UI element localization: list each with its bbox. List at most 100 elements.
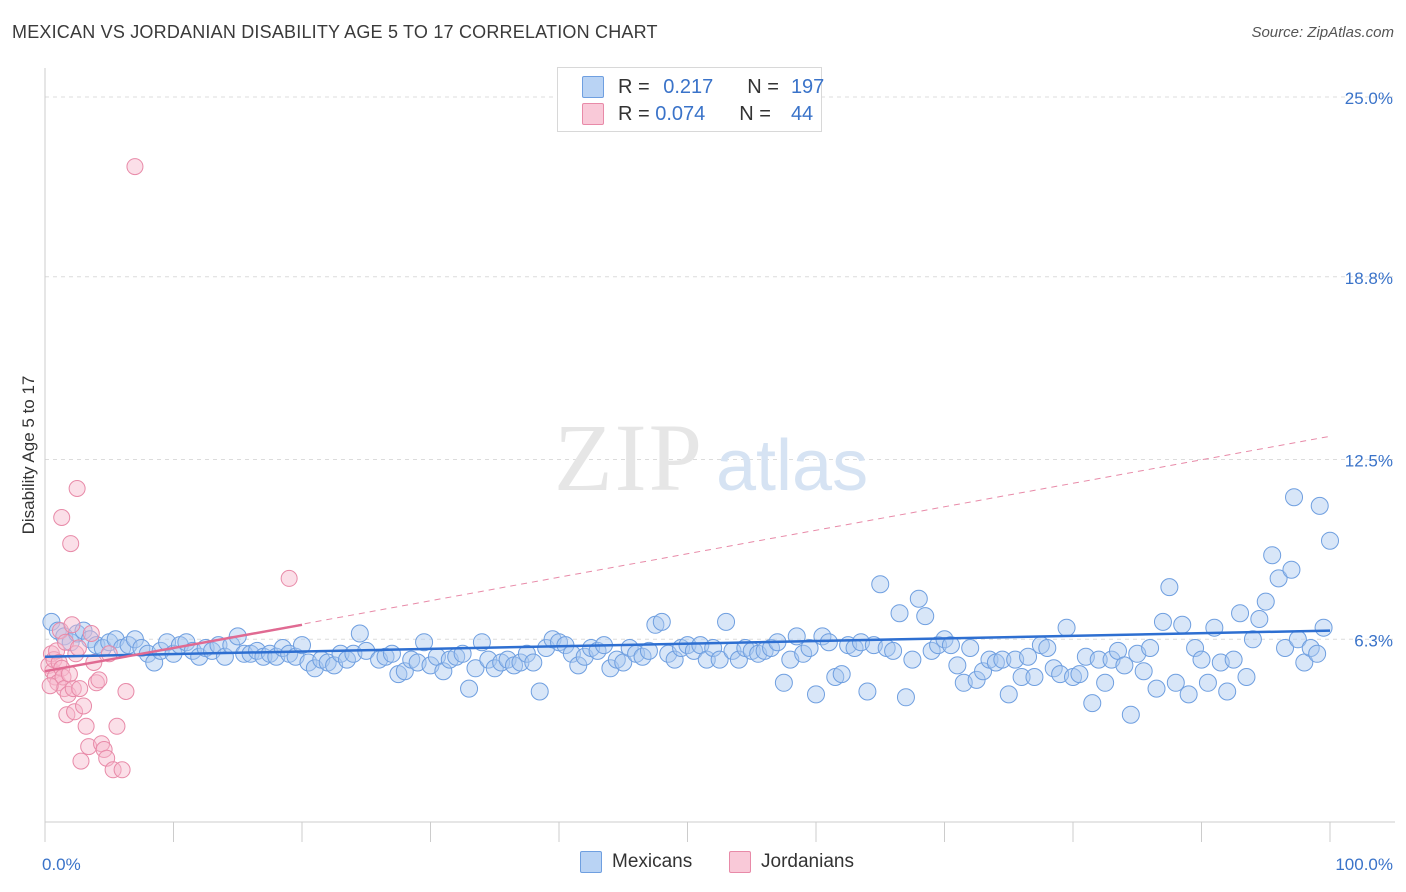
mexicans-point — [903, 650, 922, 669]
mexicans-point — [774, 673, 793, 692]
jordanians-point — [63, 616, 81, 634]
mexicans-point — [1141, 639, 1160, 657]
legend-row-jordanians: R = 0.074 N = 44 — [582, 101, 813, 127]
mexicans-point — [1096, 673, 1115, 692]
mexicans-point — [466, 659, 485, 678]
legend-n-value: 197 — [790, 75, 825, 98]
mexicans-point — [717, 612, 736, 631]
mexicans-point — [639, 641, 658, 660]
mexicans-point — [472, 633, 491, 652]
mexicans-point — [1147, 679, 1166, 698]
mexicans-point — [1224, 650, 1243, 669]
mexicans-point — [1134, 662, 1153, 681]
mexicans-point — [382, 644, 401, 663]
y-tick-label: 6.3% — [1354, 631, 1393, 650]
jordanians-point — [104, 761, 122, 779]
jordanians-point — [41, 677, 59, 695]
mexicans-point — [1166, 673, 1185, 692]
jordanians-point — [280, 569, 298, 587]
chart-title: MEXICAN VS JORDANIAN DISABILITY AGE 5 TO… — [12, 22, 658, 42]
mexicans-point — [1321, 531, 1339, 550]
bottom-legend-label-mexicans: Mexicans — [612, 851, 693, 872]
mexicans-point — [1115, 656, 1134, 675]
mexicans-point — [1186, 639, 1205, 657]
legend-row-mexicans: R = 0.217 N = 197 — [582, 74, 824, 100]
mexicans-point — [1012, 668, 1031, 686]
legend-r-label: R = — [618, 75, 650, 98]
y-tick-label: 25.0% — [1345, 89, 1393, 108]
jordanians-point — [68, 480, 86, 497]
mexicans-point — [697, 650, 716, 669]
mexicans-point — [1308, 644, 1327, 663]
mexicans-point — [652, 612, 671, 631]
mexicans-point — [1282, 560, 1301, 579]
mexicans-point — [415, 633, 434, 652]
mexicans-point — [729, 650, 748, 669]
mexicans-point — [350, 624, 369, 643]
mexicans-point — [941, 636, 960, 655]
bottom-legend-mexicans: Mexicans — [580, 851, 692, 873]
mexicans-point — [524, 653, 543, 672]
mexicans-point — [1057, 618, 1076, 637]
jordanians-point — [66, 703, 84, 721]
mexicans-point — [434, 662, 453, 681]
legend-n-label: N = — [747, 75, 779, 98]
y-tick-label: 18.8% — [1345, 269, 1393, 288]
jordanians-point — [53, 509, 71, 526]
bottom-legend-label-jordanians: Jordanians — [761, 851, 854, 872]
gridlines — [45, 96, 1395, 640]
mexicans-point — [1089, 650, 1108, 669]
legend-swatch-jordanians — [582, 103, 604, 125]
mexicans-point — [1025, 668, 1044, 686]
mexicans-point — [293, 636, 311, 655]
y-axis-label: Disability Age 5 to 17 — [19, 376, 38, 535]
x-tick-label: 100.0% — [1335, 855, 1393, 874]
mexicans-point — [884, 641, 903, 660]
mexicans-point — [1250, 610, 1269, 628]
mexicans-point — [1083, 694, 1102, 713]
watermark-atlas: atlas — [716, 426, 868, 506]
mexicans-point — [871, 575, 890, 594]
mexicans-point — [1310, 496, 1329, 515]
mexicans-point — [896, 688, 915, 707]
watermark-zip: ZIP — [554, 404, 704, 511]
jordanians-point — [75, 697, 93, 715]
mexicans-point — [1314, 618, 1333, 637]
mexicans-point — [1153, 612, 1172, 631]
mexicans-point — [890, 604, 909, 623]
bottom-legend-jordanians: Jordanians — [729, 851, 854, 873]
mexicans-point — [395, 662, 414, 681]
mexicans-point — [974, 662, 993, 681]
jordanians-point — [72, 752, 90, 770]
watermark: ZIP atlas — [554, 404, 868, 511]
mexicans-point — [1263, 546, 1282, 565]
jordanians-point — [87, 674, 105, 692]
mexicans-point — [1285, 488, 1304, 507]
jordanians-point — [108, 717, 126, 735]
mexicans-point — [1121, 705, 1140, 724]
mexicans-point — [1243, 630, 1262, 649]
mexicans-trend-line — [44, 629, 1331, 658]
bottom-legend-swatch-mexicans — [580, 851, 602, 873]
jordanians-points — [40, 158, 298, 779]
mexicans-point — [1192, 650, 1211, 669]
legend-r-label: R = — [618, 102, 650, 125]
jordanians-point — [64, 680, 82, 698]
mexicans-point — [460, 679, 479, 698]
mexicans-point — [1231, 604, 1250, 623]
legend-r-value: 0.217 — [663, 75, 714, 98]
mexicans-point — [1179, 685, 1198, 704]
mexicans-point — [710, 650, 729, 669]
mexicans-point — [961, 639, 980, 657]
mexicans-point — [1038, 639, 1057, 657]
jordanians-point — [77, 717, 95, 735]
source-attribution: Source: ZipAtlas.com — [1251, 24, 1394, 41]
jordanians-point — [113, 761, 131, 779]
legend-n-value: 44 — [790, 102, 814, 125]
mexicans-point — [1276, 639, 1295, 657]
x-tick-label: 0.0% — [42, 855, 81, 874]
mexicans-point — [1070, 665, 1089, 684]
mexicans-point — [948, 656, 967, 675]
mexicans-point — [1173, 615, 1192, 634]
mexicans-point — [1160, 578, 1179, 597]
